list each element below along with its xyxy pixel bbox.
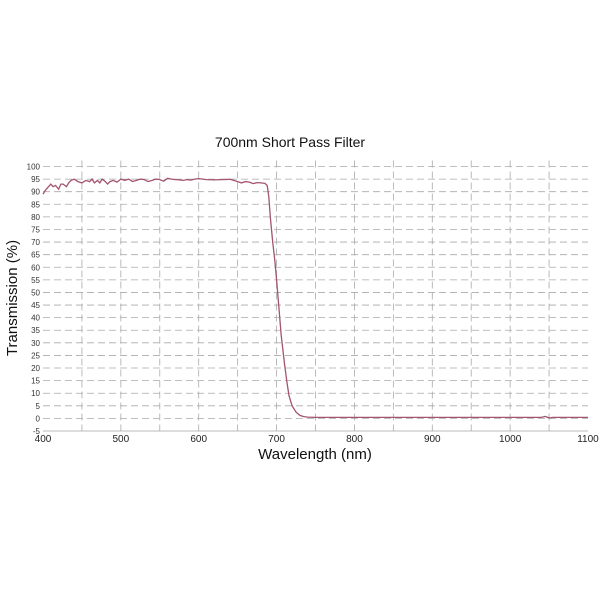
y-tick-label: 70 xyxy=(31,238,40,247)
y-tick-label: 60 xyxy=(31,263,40,272)
y-tick-label: 0 xyxy=(36,414,41,423)
y-axis-label: Transmission (%) xyxy=(4,240,21,356)
x-tick-label: 500 xyxy=(113,434,130,445)
chart-title: 700nm Short Pass Filter xyxy=(215,134,366,150)
y-tick-label: 85 xyxy=(31,200,40,209)
series-line xyxy=(42,177,588,419)
grid xyxy=(43,160,588,432)
y-tick-label: 30 xyxy=(31,339,40,348)
x-tick-label: 900 xyxy=(424,434,441,445)
y-tick-label: 100 xyxy=(27,163,41,172)
y-tick-label: 20 xyxy=(31,364,40,373)
y-tick-label: 75 xyxy=(31,225,40,234)
x-tick-label: 1000 xyxy=(499,434,522,445)
x-axis-label: Wavelength (nm) xyxy=(258,446,372,463)
y-tick-label: 25 xyxy=(31,351,40,360)
y-tick-label: 45 xyxy=(31,301,40,310)
x-tick-label: 600 xyxy=(190,434,207,445)
y-tick-label: 50 xyxy=(31,288,40,297)
y-tick-label: 5 xyxy=(36,402,41,411)
y-tick-label: 65 xyxy=(31,251,40,260)
x-tick-label: 700 xyxy=(268,434,285,445)
y-tick-label: 90 xyxy=(31,188,40,197)
y-tick-label: 15 xyxy=(31,377,40,386)
x-axis-ticks: 400 500 600 700 800 900 1000 1100 xyxy=(35,434,600,445)
x-tick-label: 800 xyxy=(346,434,363,445)
y-tick-label: 55 xyxy=(31,276,40,285)
x-tick-label: 400 xyxy=(35,434,52,445)
y-axis-ticks: -5 0 5 10 15 20 25 30 35 40 45 50 55 60 65 70 75 80 85 90 95… xyxy=(27,163,41,437)
y-tick-label: 35 xyxy=(31,326,40,335)
y-tick-label: 10 xyxy=(31,389,40,398)
y-tick-label: 80 xyxy=(31,213,40,222)
x-tick-label: 1100 xyxy=(577,434,599,445)
y-tick-label: -5 xyxy=(33,427,41,436)
y-tick-label: 95 xyxy=(31,175,40,184)
y-tick-label: 40 xyxy=(31,314,40,323)
